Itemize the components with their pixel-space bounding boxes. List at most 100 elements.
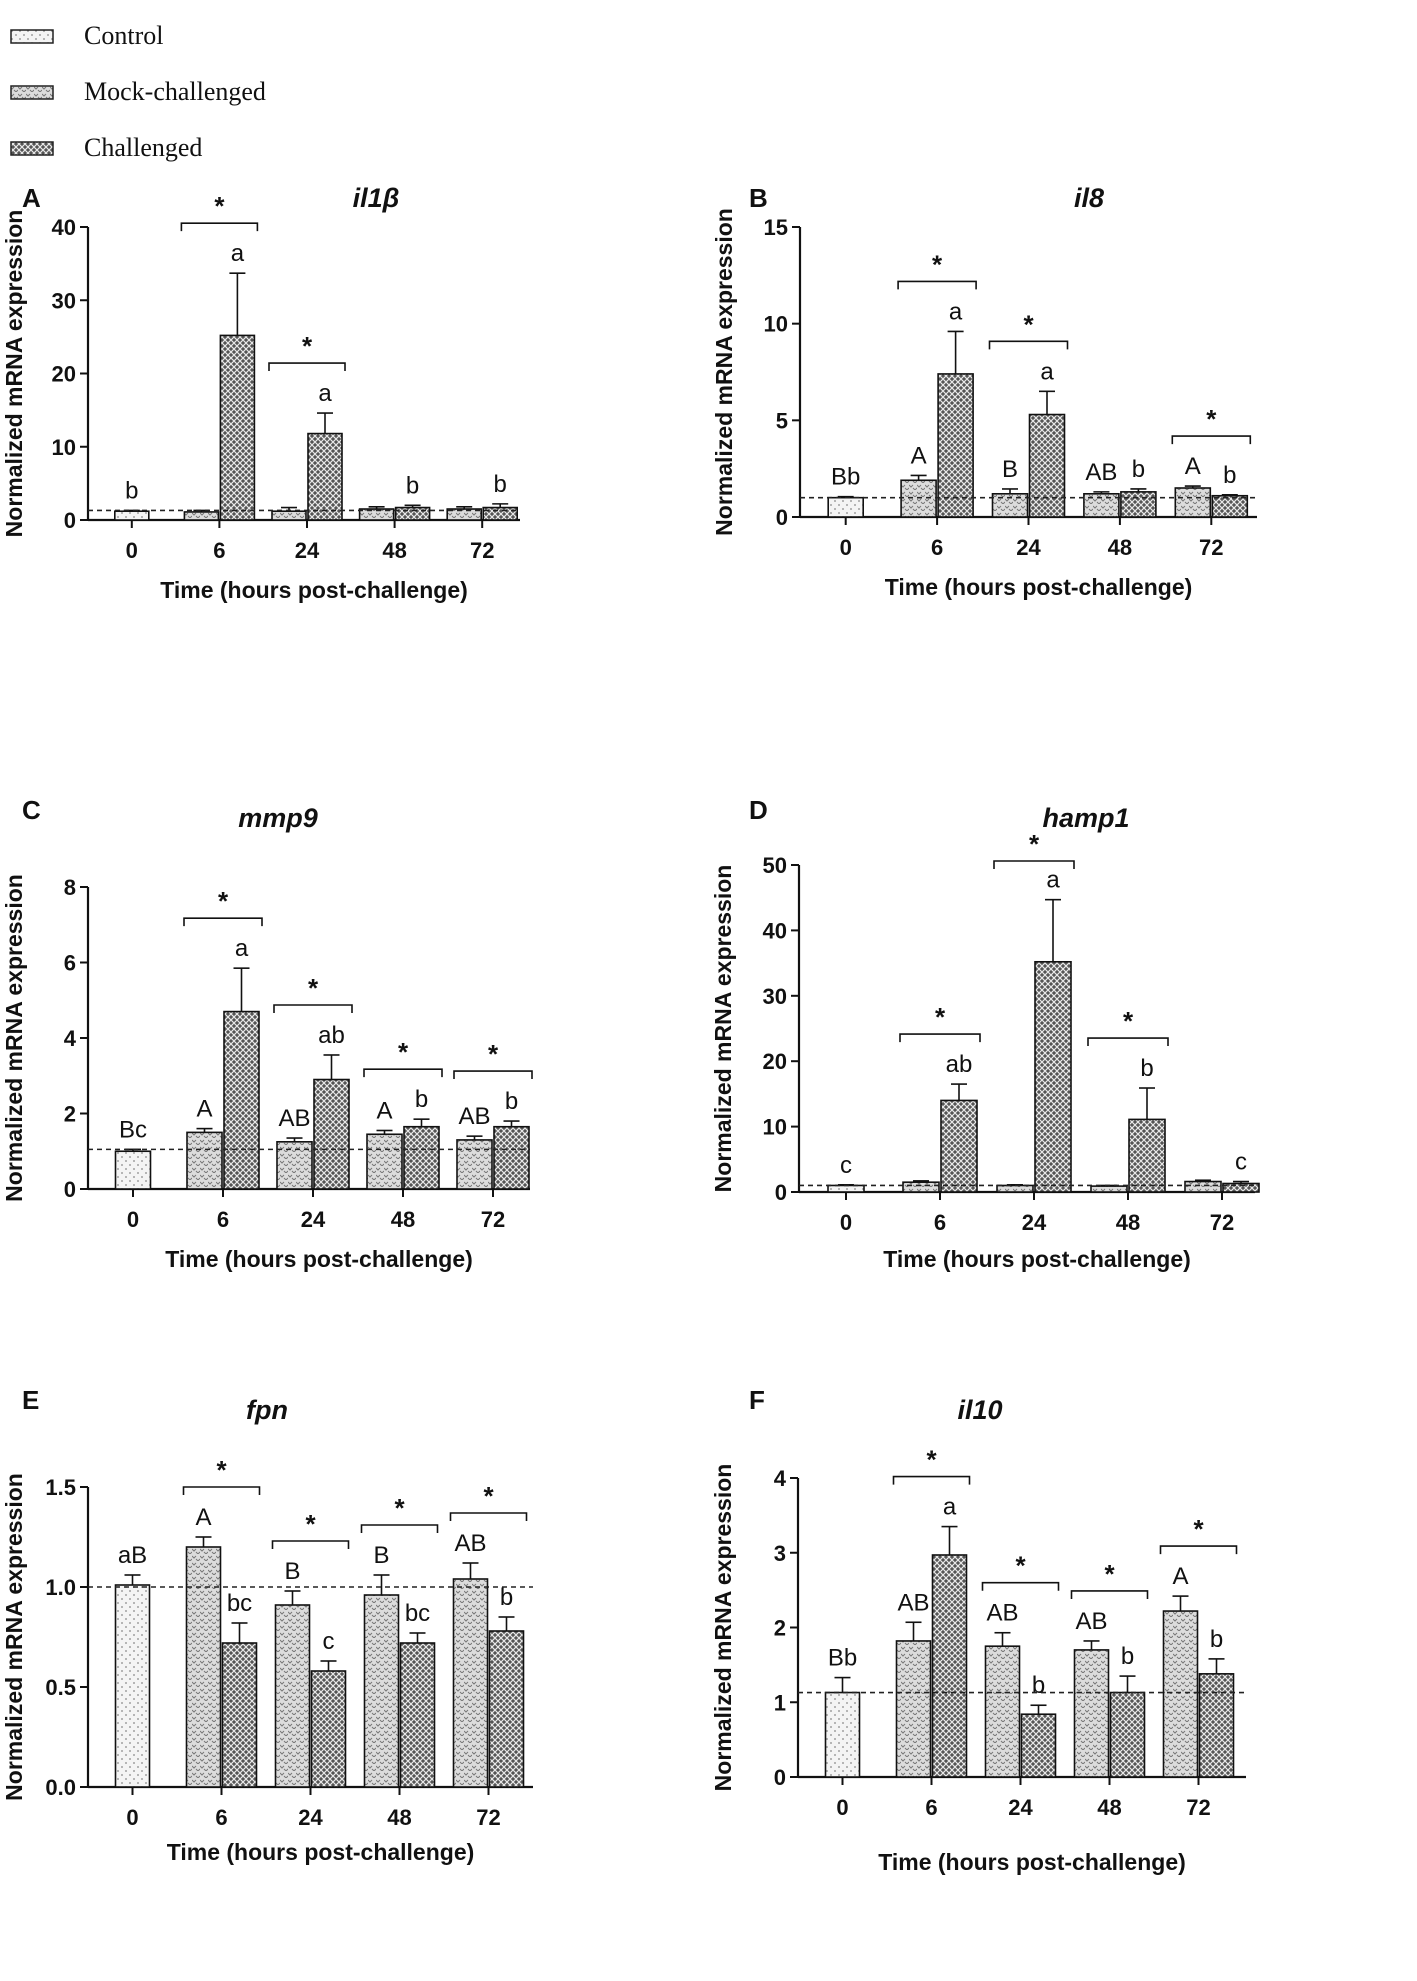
x-tick-label: 72 bbox=[470, 538, 494, 563]
significance-letter: AB bbox=[458, 1103, 490, 1130]
chart-a: 0 10 20 30 40 Normalized mRNA expression 0 6 24 4… bbox=[1, 191, 520, 603]
significance-letter: A bbox=[376, 1097, 392, 1124]
significance-letter: AB bbox=[1075, 1608, 1107, 1635]
significance-bracket bbox=[271, 1540, 350, 1549]
significance-letter: A bbox=[195, 1504, 211, 1531]
x-tick-label: 48 bbox=[1108, 535, 1132, 560]
significance-letter: B bbox=[284, 1558, 300, 1585]
panel-letter: A bbox=[22, 183, 41, 213]
significance-bracket bbox=[360, 1524, 439, 1533]
chart-f: 0 1 2 3 4 Normalized mRNA expression 0 6 24 48 72 T… bbox=[710, 1445, 1246, 1875]
legend-item-challenged: Challenged bbox=[10, 120, 266, 176]
significance-letter: AB bbox=[454, 1530, 486, 1557]
y-tick-label: 20 bbox=[52, 362, 76, 387]
significance-star: * bbox=[302, 331, 313, 361]
significance-letter: ab bbox=[318, 1022, 345, 1049]
x-axis-label: Time (hours post-challenge) bbox=[165, 1246, 473, 1272]
significance-letter: AB bbox=[1085, 459, 1117, 486]
bar-challenged bbox=[310, 1670, 347, 1788]
panel-d: D hamp1 0 10 20 30 40 50 Normalized mRNA expre… bbox=[709, 795, 1417, 1405]
x-axis-label: Time (hours post-challenge) bbox=[885, 574, 1193, 600]
panel-letter: D bbox=[749, 795, 768, 825]
bar-mock bbox=[1090, 1185, 1128, 1193]
significance-bracket bbox=[981, 1581, 1060, 1591]
y-tick-label: 0 bbox=[776, 505, 788, 530]
legend-swatch-challenged bbox=[10, 140, 54, 156]
significance-star: * bbox=[308, 973, 319, 1003]
significance-letter: b bbox=[1032, 1672, 1045, 1699]
significance-letter: Bb bbox=[828, 1645, 857, 1672]
significance-letter: AB bbox=[897, 1589, 929, 1616]
significance-letter: B bbox=[373, 1542, 389, 1569]
significance-star: * bbox=[1193, 1514, 1204, 1544]
y-tick-label: 1 bbox=[774, 1690, 786, 1715]
significance-letter: b bbox=[406, 472, 419, 499]
panel-f: F il10 0 1 2 3 4 Normalized mRNA expression 0 6… bbox=[709, 1365, 1417, 1975]
bar-challenged bbox=[307, 432, 343, 521]
significance-bracket bbox=[363, 1068, 443, 1078]
x-axis-label: Time (hours post-challenge) bbox=[167, 1839, 475, 1865]
x-tick-label: 6 bbox=[217, 1207, 229, 1232]
bar-challenged bbox=[1222, 1182, 1260, 1193]
bar-mock bbox=[456, 1139, 493, 1190]
significance-letter: a bbox=[318, 380, 332, 407]
y-tick-label: 1.0 bbox=[45, 1575, 76, 1600]
y-tick-label: 3 bbox=[774, 1541, 786, 1566]
significance-letter: c bbox=[323, 1628, 335, 1655]
x-tick-label: 6 bbox=[931, 535, 943, 560]
bar-mock bbox=[895, 1640, 932, 1778]
x-axis-label: Time (hours post-challenge) bbox=[878, 1849, 1186, 1875]
y-tick-label: 30 bbox=[52, 288, 76, 313]
significance-bracket bbox=[899, 1033, 981, 1043]
significance-bracket bbox=[892, 1475, 971, 1485]
significance-letter: a bbox=[231, 240, 245, 267]
significance-letter: a bbox=[1046, 867, 1060, 894]
significance-star: * bbox=[1123, 1006, 1134, 1036]
bar-challenged bbox=[1109, 1691, 1146, 1778]
bar-mock bbox=[452, 1578, 489, 1788]
x-tick-label: 0 bbox=[126, 538, 138, 563]
significance-letter: ab bbox=[946, 1051, 973, 1078]
significance-bracket bbox=[449, 1512, 528, 1521]
panel-title: il8 bbox=[1073, 183, 1105, 213]
y-tick-label: 0.5 bbox=[45, 1675, 76, 1700]
bar-challenged bbox=[1120, 491, 1157, 518]
y-tick-label: 40 bbox=[52, 215, 76, 240]
bar-mock bbox=[183, 511, 220, 521]
panel-a: A il1β 0 10 20 30 40 Normalized mRNA expressi… bbox=[0, 175, 708, 785]
bar-mock bbox=[185, 1546, 222, 1788]
y-tick-label: 20 bbox=[763, 1049, 787, 1074]
y-tick-label: 40 bbox=[763, 918, 787, 943]
y-tick-label: 0.0 bbox=[45, 1775, 76, 1800]
significance-star: * bbox=[483, 1481, 494, 1511]
y-tick-label: 10 bbox=[764, 312, 788, 337]
x-tick-label: 24 bbox=[1008, 1795, 1033, 1820]
significance-letter: AB bbox=[986, 1600, 1018, 1627]
y-axis-label: Normalized mRNA expression bbox=[710, 865, 736, 1193]
bar-mock bbox=[1174, 487, 1212, 518]
x-tick-label: 24 bbox=[1016, 535, 1041, 560]
panel-title: hamp1 bbox=[1042, 803, 1130, 833]
bar-challenged bbox=[1198, 1673, 1235, 1778]
significance-letter: AB bbox=[278, 1105, 310, 1132]
panel-letter: F bbox=[749, 1385, 765, 1415]
bar-mock bbox=[996, 1184, 1034, 1193]
significance-star: * bbox=[398, 1037, 409, 1067]
significance-star: * bbox=[394, 1493, 405, 1523]
significance-bracket bbox=[182, 1486, 261, 1495]
y-tick-label: 0 bbox=[64, 1177, 76, 1202]
bar-challenged bbox=[1028, 413, 1066, 518]
bar-challenged bbox=[399, 1642, 436, 1788]
bar-mock bbox=[1162, 1610, 1199, 1778]
legend: Control Mock-challenged Challenged bbox=[10, 8, 266, 176]
y-tick-label: 30 bbox=[763, 984, 787, 1009]
panel-letter: B bbox=[749, 183, 768, 213]
x-tick-label: 6 bbox=[215, 1805, 227, 1830]
y-tick-label: 10 bbox=[763, 1115, 787, 1140]
bar-challenged bbox=[403, 1125, 440, 1190]
significance-bracket bbox=[1070, 1590, 1149, 1599]
y-tick-label: 15 bbox=[764, 215, 788, 240]
significance-letter: b bbox=[1140, 1055, 1153, 1082]
y-axis-label: Normalized mRNA expression bbox=[711, 208, 737, 536]
